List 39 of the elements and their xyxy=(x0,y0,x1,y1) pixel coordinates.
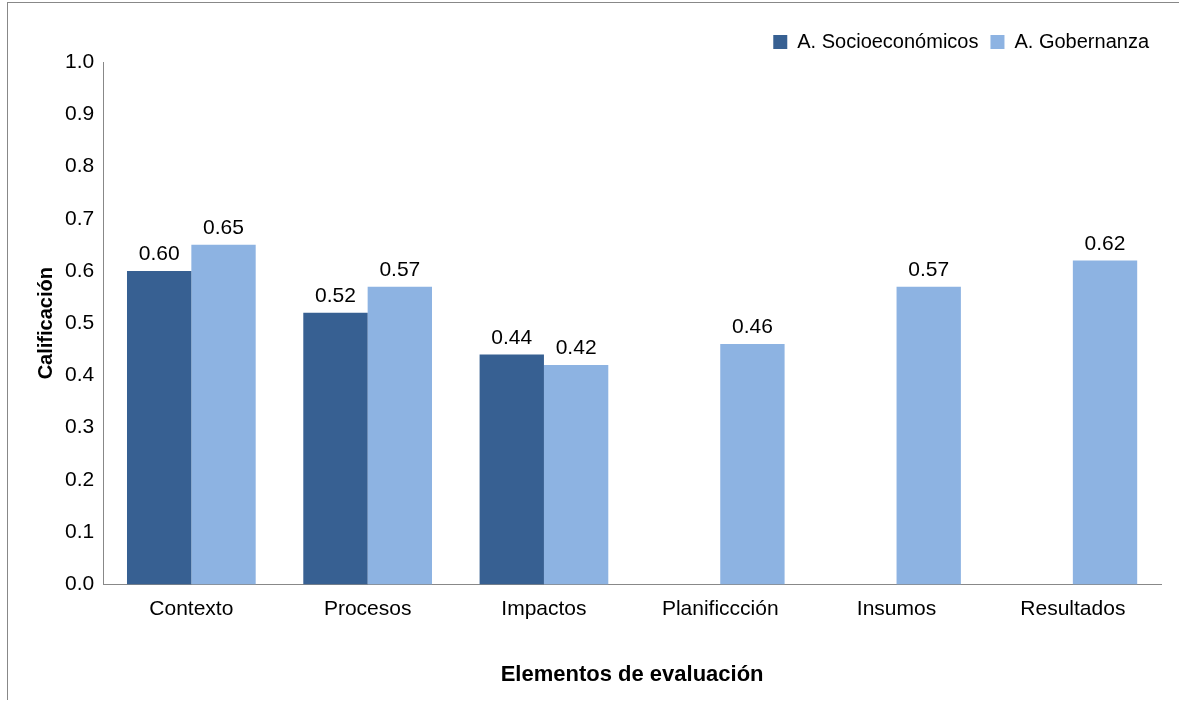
bar xyxy=(1072,260,1138,585)
y-tick-label: 0.1 xyxy=(64,518,95,542)
x-tick-label: Insumos xyxy=(856,595,937,619)
y-tick-label: 0.2 xyxy=(64,466,95,490)
y-tick-label: 0.5 xyxy=(64,310,95,333)
y-tick-label: 0.7 xyxy=(64,205,95,229)
bar xyxy=(896,286,961,585)
data-label: 0.46 xyxy=(731,314,773,338)
y-tick-label: 1.0 xyxy=(64,48,95,72)
bar xyxy=(543,364,609,585)
bar xyxy=(367,286,432,585)
bar xyxy=(191,244,256,585)
bar xyxy=(479,354,544,585)
x-tick-label: Resultados xyxy=(1020,595,1126,619)
bar xyxy=(126,270,192,585)
x-tick-label: Planificcción xyxy=(661,595,779,619)
data-label: 0.57 xyxy=(379,256,421,280)
y-axis-title: Calificación xyxy=(33,267,56,380)
data-label: 0.52 xyxy=(315,283,356,307)
data-label: 0.62 xyxy=(1084,230,1126,254)
bar xyxy=(303,312,368,585)
y-tick-label: 0.6 xyxy=(64,257,95,281)
y-tick-label: 0.0 xyxy=(64,571,95,595)
x-tick-label: Procesos xyxy=(323,595,412,619)
data-label: 0.65 xyxy=(203,215,244,239)
bar xyxy=(720,344,785,585)
x-axis-title: Elementos de evaluación xyxy=(500,660,764,686)
y-tick-label: 0.8 xyxy=(64,153,95,177)
x-tick-label: Impactos xyxy=(501,595,587,619)
legend-label: A. Socioeconómicos xyxy=(797,29,979,52)
y-tick-label: 0.3 xyxy=(64,414,95,438)
data-label: 0.57 xyxy=(908,256,950,280)
y-tick-label: 0.4 xyxy=(64,362,95,386)
y-tick-label: 0.9 xyxy=(64,101,95,125)
data-label: 0.42 xyxy=(555,335,597,359)
legend-label: A. Gobernanza xyxy=(1014,29,1150,52)
data-label: 0.60 xyxy=(138,241,180,265)
x-tick-label: Contexto xyxy=(149,595,234,619)
data-label: 0.44 xyxy=(491,324,533,348)
